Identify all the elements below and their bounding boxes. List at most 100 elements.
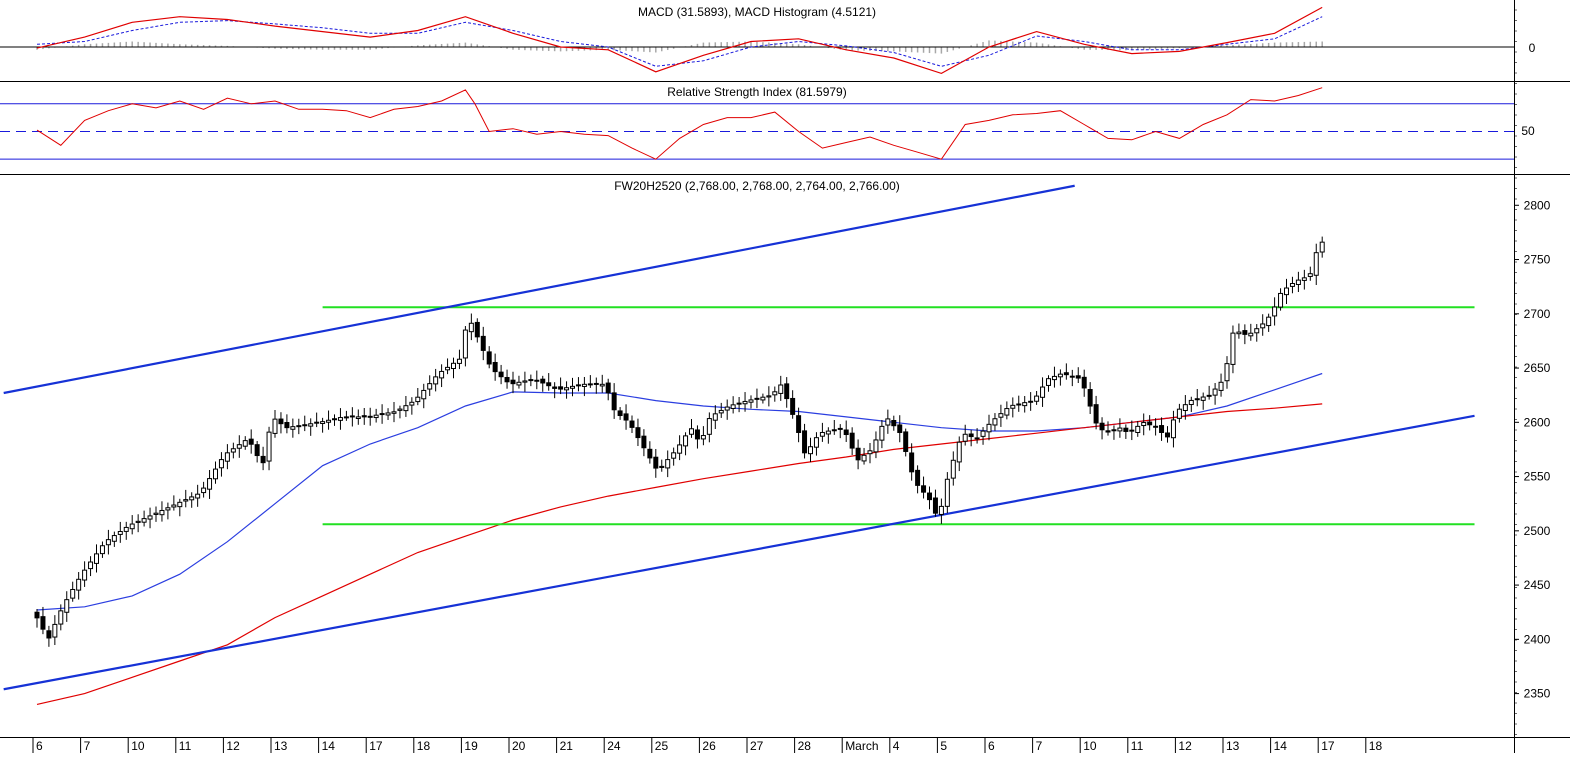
candle bbox=[903, 428, 909, 457]
x-tick-label: 27 bbox=[750, 739, 764, 753]
candle bbox=[1295, 271, 1301, 292]
candle bbox=[1117, 418, 1123, 438]
candle bbox=[724, 399, 730, 420]
candle bbox=[40, 606, 46, 635]
macd-panel: MACD (31.5893), MACD Histogram (4.5121) … bbox=[0, 5, 1536, 75]
candle bbox=[373, 408, 379, 423]
candle bbox=[421, 383, 427, 409]
candle bbox=[629, 415, 635, 434]
candle bbox=[99, 541, 105, 558]
candle bbox=[843, 420, 849, 442]
candle bbox=[617, 407, 623, 420]
candle bbox=[861, 447, 867, 465]
candle bbox=[558, 377, 564, 395]
candle bbox=[308, 418, 314, 436]
candle bbox=[635, 418, 641, 447]
candle bbox=[70, 581, 76, 602]
candle bbox=[397, 405, 403, 419]
candle bbox=[236, 435, 242, 458]
candle bbox=[575, 377, 581, 392]
candle bbox=[915, 465, 921, 494]
x-tick-label: 7 bbox=[1036, 739, 1043, 753]
price-y-axis: 2350 2400 2450 2500 2550 2600 2650 2700 2750 2800 bbox=[1514, 9, 1551, 735]
candle bbox=[552, 382, 558, 399]
candle bbox=[730, 396, 736, 414]
x-tick-label: 5 bbox=[940, 739, 947, 753]
candle bbox=[1200, 392, 1206, 410]
candle bbox=[891, 415, 897, 431]
rsi-title: Relative Strength Index (81.5979) bbox=[667, 85, 846, 99]
candle bbox=[938, 498, 944, 524]
candle bbox=[611, 383, 617, 419]
candle bbox=[1123, 424, 1129, 439]
candle bbox=[1260, 314, 1266, 336]
candle bbox=[885, 409, 891, 434]
candle bbox=[825, 427, 831, 444]
candle bbox=[147, 507, 153, 529]
candle bbox=[1135, 420, 1141, 437]
candle bbox=[1153, 418, 1159, 436]
candle bbox=[230, 442, 236, 459]
candle bbox=[88, 556, 94, 577]
candle bbox=[332, 414, 337, 426]
candle bbox=[177, 498, 183, 517]
candle bbox=[671, 447, 677, 466]
candle bbox=[260, 446, 266, 471]
candle bbox=[944, 472, 950, 514]
candle bbox=[272, 410, 278, 438]
candle bbox=[1230, 325, 1236, 374]
price-y-tick-label: 2450 bbox=[1524, 578, 1551, 592]
candle bbox=[1147, 415, 1153, 431]
candle bbox=[58, 604, 64, 631]
candle bbox=[337, 408, 343, 430]
candle bbox=[605, 378, 611, 401]
candle bbox=[950, 451, 956, 486]
candle bbox=[284, 414, 290, 434]
candle bbox=[1010, 397, 1016, 418]
candle bbox=[1307, 266, 1313, 281]
candle bbox=[1004, 401, 1010, 420]
candle bbox=[385, 408, 391, 420]
candle bbox=[1129, 420, 1135, 441]
x-tick-label: 18 bbox=[417, 739, 431, 753]
candle bbox=[879, 419, 885, 449]
candle bbox=[1284, 278, 1289, 305]
candle bbox=[135, 514, 141, 533]
candle bbox=[778, 375, 784, 401]
candle bbox=[254, 440, 260, 463]
candle bbox=[760, 393, 766, 404]
candle bbox=[784, 377, 790, 408]
candle bbox=[159, 501, 165, 522]
candle bbox=[540, 375, 546, 392]
candle bbox=[207, 469, 213, 499]
candle bbox=[1099, 417, 1105, 440]
rsi-panel: Relative Strength Index (81.5979) 50 bbox=[0, 85, 1535, 160]
candle bbox=[1051, 366, 1057, 388]
candle bbox=[956, 436, 962, 472]
candle bbox=[712, 405, 718, 430]
x-tick-label: 12 bbox=[226, 739, 240, 753]
candle bbox=[748, 395, 754, 409]
candle bbox=[974, 428, 980, 444]
candle bbox=[445, 358, 451, 375]
price-y-tick-label: 2550 bbox=[1524, 470, 1551, 484]
candle bbox=[1313, 243, 1319, 285]
candle bbox=[1093, 395, 1099, 430]
candle bbox=[492, 353, 498, 381]
candle bbox=[528, 374, 534, 387]
macd-zero-label: 0 bbox=[1529, 41, 1536, 55]
candle bbox=[105, 529, 111, 555]
candle bbox=[992, 413, 998, 431]
x-tick-label: 18 bbox=[1369, 739, 1383, 753]
candle bbox=[689, 419, 694, 438]
candle bbox=[94, 544, 99, 573]
x-tick-label: 19 bbox=[464, 739, 478, 753]
candle bbox=[706, 412, 712, 443]
candle bbox=[379, 404, 385, 424]
candle bbox=[1069, 369, 1075, 387]
candle bbox=[581, 376, 587, 397]
x-tick-label: March bbox=[845, 739, 878, 753]
candle bbox=[962, 424, 968, 446]
x-tick-label: 12 bbox=[1178, 739, 1192, 753]
price-panel: 2350 2400 2450 2500 2550 2600 2650 2700 2750 2800… bbox=[3, 9, 1551, 735]
